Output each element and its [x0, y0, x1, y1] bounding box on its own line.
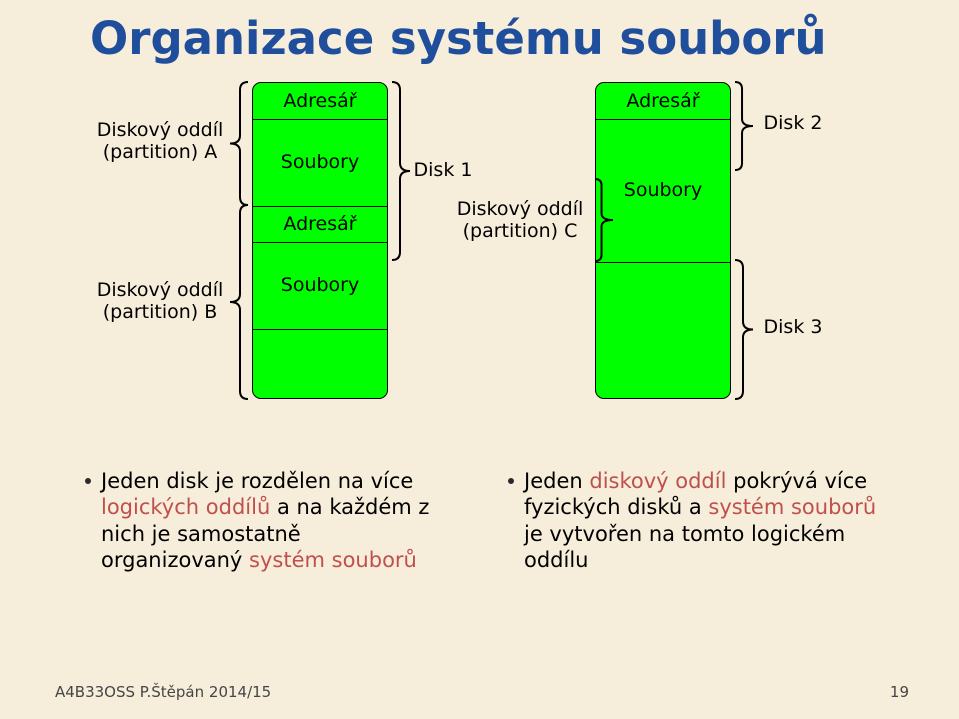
segment-label-adresar: Adresář — [253, 213, 387, 235]
segment-label-soubory: Soubory — [253, 274, 387, 296]
partition-c-label: Diskový oddíl(partition) C — [455, 199, 585, 243]
page-title: Organizace systému souborů — [90, 12, 827, 65]
bullet-dot-icon — [85, 478, 91, 484]
bullet-dot-icon — [508, 478, 514, 484]
segment-label-soubory: Soubory — [596, 179, 730, 201]
segment-label-soubory: Soubory — [253, 151, 387, 173]
brace-disk-2 — [735, 82, 755, 170]
bullet-left-text: Jeden disk je rozdělen na více logických… — [101, 468, 445, 573]
brace-disk-1 — [392, 82, 412, 260]
brace-partition-b — [230, 205, 250, 399]
slide: Organizace systému souborů Adresář Soubor… — [0, 0, 959, 719]
segment-label-adresar: Adresář — [253, 90, 387, 112]
disk-2-label: Disk 2 — [758, 113, 828, 135]
segment-label-adresar: Adresář — [596, 90, 730, 112]
brace-partition-a — [230, 82, 250, 205]
disk-cylinder-left: Adresář Soubory Adresář Soubory — [252, 82, 388, 399]
bullet-left: Jeden disk je rozdělen na více logických… — [85, 468, 445, 573]
brace-disk-3 — [735, 260, 755, 399]
disk-3-label: Disk 3 — [758, 317, 828, 339]
partition-b-label: Diskový oddíl(partition) B — [95, 280, 225, 324]
disk-cylinder-right: Adresář Soubory — [595, 82, 731, 399]
bullet-right-text: Jeden diskový oddíl pokrývá více fyzický… — [524, 468, 888, 573]
footer-text: A4B33OSS P.Štěpán 2014/15 — [55, 683, 271, 701]
disk-1-label: Disk 1 — [408, 160, 478, 182]
partition-a-label: Diskový oddíl(partition) A — [95, 120, 225, 164]
page-number: 19 — [890, 683, 909, 701]
bullet-right: Jeden diskový oddíl pokrývá více fyzický… — [508, 468, 888, 573]
brace-partition-c — [595, 179, 615, 261]
